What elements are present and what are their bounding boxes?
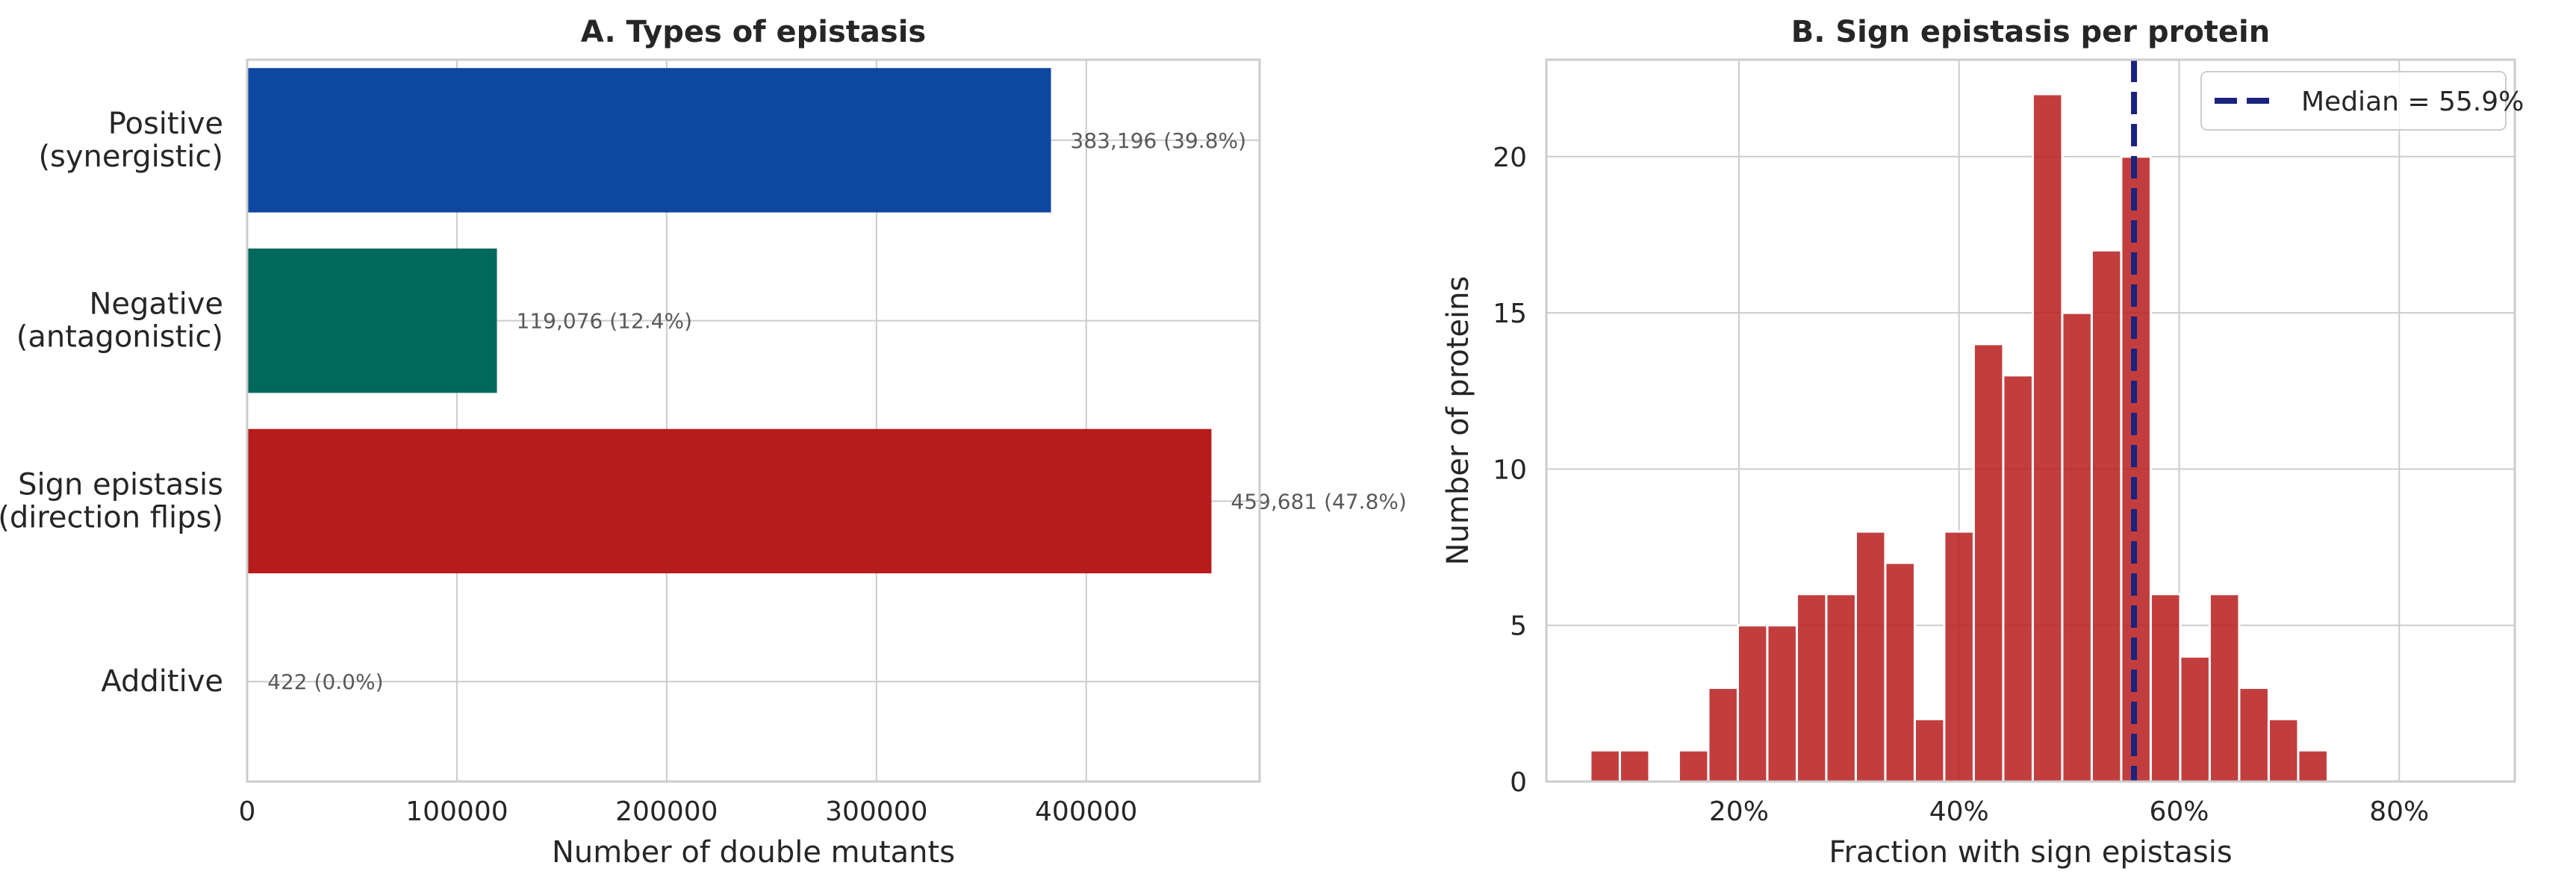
panel-a-bar-value-label: 459,681 (47.8%) xyxy=(1231,489,1406,514)
panel-a-bar xyxy=(247,68,1051,213)
panel-a-x-tick-label: 100000 xyxy=(405,796,508,827)
legend-median-label: Median = 55.9% xyxy=(2301,87,2524,117)
panel-a-category-label: (synergistic) xyxy=(38,140,223,174)
panel-b-y-tick-label: 0 xyxy=(1510,767,1527,798)
panel-b-histogram-bar xyxy=(2090,249,2123,783)
panel-b-histogram-bar xyxy=(1972,343,2005,783)
panel-a-frame xyxy=(246,58,1261,783)
panel-a-title: A. Types of epistasis xyxy=(581,15,926,49)
panel-b-histogram-bar xyxy=(2031,93,2064,783)
panel-a-x-tick-label: 0 xyxy=(239,796,256,827)
panel-b-histogram-bar xyxy=(2061,311,2093,783)
panel-b-x-tick-label: 60% xyxy=(2149,796,2209,827)
panel-a-x-tick-label: 400000 xyxy=(1035,796,1137,827)
panel-a-category-label: Sign epistasis xyxy=(18,467,223,502)
panel-b-histogram-bar xyxy=(1618,749,1651,783)
panel-b-title: B. Sign epistasis per protein xyxy=(1791,15,2271,49)
panel-a-x-tick-label: 200000 xyxy=(615,796,718,827)
panel-b-x-axis-label: Fraction with sign epistasis xyxy=(1829,835,2232,870)
panel-b-y-tick-label: 10 xyxy=(1493,455,1527,485)
panel-b-x-tick-label: 40% xyxy=(1929,796,1989,827)
panel-b-histogram-bar xyxy=(1943,530,1975,783)
panel-a-bar xyxy=(247,428,1212,574)
panel-b-frame xyxy=(1545,58,2516,783)
panel-a-bar-value-label: 383,196 (39.8%) xyxy=(1071,128,1246,153)
panel-a-bar xyxy=(247,248,497,393)
panel-b-histogram-bar xyxy=(1589,749,1621,783)
panel-a-bar-value-label: 422 (0.0%) xyxy=(267,670,383,694)
panel-b-histogram-bar xyxy=(1736,624,1769,783)
panel-a-category-label: (direction flips) xyxy=(0,500,223,534)
panel-b-histogram-bar xyxy=(2297,749,2329,783)
panel-b-histogram-bar xyxy=(2179,655,2211,783)
panel-a-category-label: Positive xyxy=(108,107,223,141)
panel-a-x-axis-label: Number of double mutants xyxy=(552,835,955,870)
panel-b-y-axis-label: Number of proteins xyxy=(1441,276,1475,566)
legend-box xyxy=(2200,71,2507,131)
panel-b-histogram-bar xyxy=(1766,624,1798,783)
panel-a-x-tick-label: 300000 xyxy=(825,796,927,827)
panel-a-category-label: (antagonistic) xyxy=(16,320,223,355)
panel-b-histogram-bar xyxy=(1854,530,1887,783)
panel-b-histogram-bar xyxy=(2238,686,2270,783)
panel-a-category-label: Additive xyxy=(101,664,223,699)
panel-a: 383,196 (39.8%) Positive(synergistic) 119,… xyxy=(0,15,1407,870)
panel-b-histogram-bar xyxy=(1825,593,1857,783)
panel-b-histogram-bar xyxy=(2149,593,2182,783)
panel-b-x-tick-label: 20% xyxy=(1709,796,1769,827)
panel-b-y-tick-label: 15 xyxy=(1493,299,1527,329)
panel-b-histogram-bar xyxy=(2002,374,2034,783)
panel-b-histogram-bar xyxy=(1795,593,1828,783)
panel-b-histogram-bar xyxy=(1677,749,1710,783)
panel-b-histogram-bar xyxy=(1707,686,1739,783)
panel-b-histogram-bar xyxy=(2267,717,2300,783)
panel-b-x-tick-label: 80% xyxy=(2369,796,2429,827)
panel-b-y-tick-label: 5 xyxy=(1510,611,1527,642)
panel-b-histogram-bar xyxy=(1884,561,1916,783)
panel-b: 20% 40% 60% 80% 0 5 10 15 20 Median = 55.9% B. Sig… xyxy=(1441,15,2524,870)
panel-b-y-tick-label: 20 xyxy=(1493,143,1527,173)
panel-b-legend: Median = 55.9% xyxy=(2200,71,2524,131)
panel-a-bar-value-label: 119,076 (12.4%) xyxy=(517,309,692,334)
panel-b-histogram-bar xyxy=(2208,593,2241,783)
panel-a-category-label: Negative xyxy=(89,287,223,322)
panel-b-histogram-bar xyxy=(1913,717,1946,783)
